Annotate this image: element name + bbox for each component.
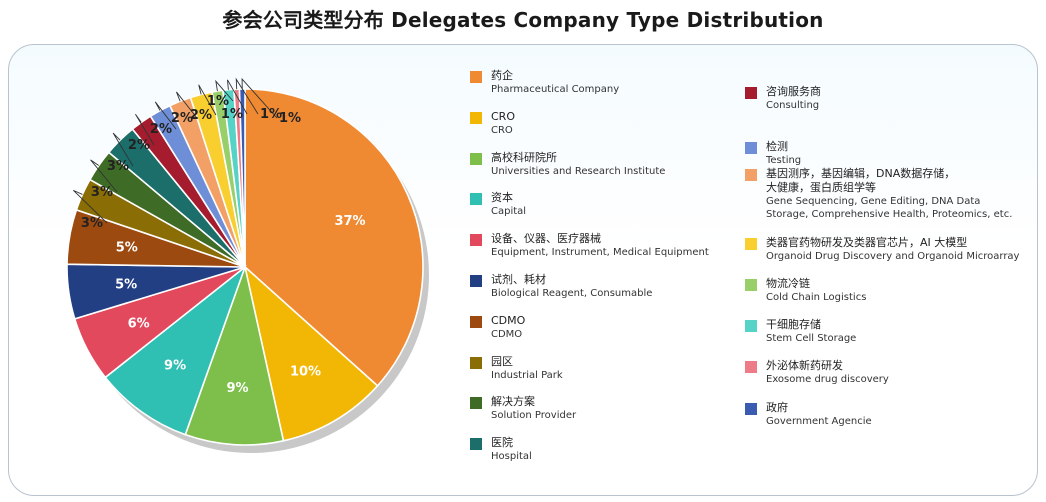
legend-label-zh: 物流冷链 (766, 277, 810, 290)
legend-swatch (745, 279, 757, 291)
legend-label-zh: 外泌体新药研发 (766, 359, 843, 372)
pie-leader-line (73, 189, 108, 224)
legend-swatch (470, 111, 482, 124)
pie-slice-label: 2% (128, 138, 150, 153)
legend-label-zh: 政府 (766, 401, 788, 414)
legend-label-zh: 基因测序，基因编辑，DNA数据存储， 大健康，蛋白质组学等 (766, 167, 956, 194)
legend-label-en: CDMO (491, 328, 523, 340)
pie-slice-label: 2% (150, 122, 172, 137)
legend-label-en: Capital (491, 206, 527, 218)
legend-label-en: Consulting (766, 100, 820, 111)
legend-label-en: Cold Chain Logistics (766, 292, 867, 303)
legend-swatch (470, 315, 482, 328)
legend-label-en: Pharmaceutical Company (491, 84, 620, 95)
pie-leader-line (235, 77, 259, 115)
pie-slice-label: 2% (190, 108, 212, 123)
pie-leader-line (215, 79, 234, 102)
pie-leader-line (112, 132, 134, 167)
legend-swatch (470, 193, 482, 206)
legend-label-zh: 药企 (491, 69, 513, 82)
pie-slice-label: 3% (91, 185, 113, 200)
pie-slice-label: 9% (164, 359, 186, 374)
pie-chart: 37%10%9%9%6%5%5%3%3%3%2%2%2%2%1%1% 1%1% (66, 77, 429, 453)
chart-panel: 37% 10% 9% 9% 6% 5% 5% 3% 3% 3% 2% 2% 2% 2% 1% 1% 1% 1% 药… (8, 44, 1038, 496)
legend-label-en: Solution Provider (491, 410, 577, 422)
pie-leader-line (176, 91, 198, 119)
pie-slice (184, 264, 285, 446)
legend-label-en: Universities and Research Institute (491, 165, 666, 177)
legend-label-zh: 咨询服务商 (766, 85, 821, 98)
pie-slice-label: 10% (290, 365, 321, 380)
legend-label-zh: 类器官药物研发及类器官芯片，AI 大模型 (766, 236, 968, 249)
legend-label-zh: 资本 (491, 191, 513, 205)
pie-slice-label: 1% (260, 107, 282, 122)
legend-label-en: Gene Sequencing, Gene Editing, DNA Data S… (766, 196, 1013, 220)
legend-swatch (745, 361, 757, 373)
legend-label-zh: 检测 (766, 140, 788, 153)
legend-label-en: Hospital (491, 451, 532, 463)
pie-leader-line (241, 77, 278, 119)
legend-swatch (470, 438, 482, 451)
chart-title: 参会公司类型分布 Delegates Company Type Distribu… (222, 8, 824, 32)
legend-label-en: Stem Cell Storage (766, 333, 857, 344)
legend-label-en: CRO (491, 124, 513, 136)
pie-slice-label: 3% (107, 159, 129, 174)
legend-swatch (745, 169, 757, 181)
pie-slice-label: 3% (81, 216, 103, 231)
legend-label-zh: CDMO (491, 313, 526, 327)
legend-swatch (470, 356, 482, 369)
legend-label-en: Government Agencie (766, 416, 872, 427)
legend-swatch (745, 142, 757, 154)
legend-label-zh: 解决方案 (491, 395, 535, 409)
legend-swatch (745, 320, 757, 332)
pie-leader-line (198, 84, 217, 116)
pie-slice (244, 88, 424, 387)
pie-slice-label: 1% (279, 111, 301, 126)
pie-slice-label: 5% (116, 241, 138, 256)
legend-swatch (470, 397, 482, 410)
legend-swatch (470, 234, 482, 247)
legend-label-en: Biological Reagent, Consumable (491, 288, 653, 299)
legend-label-zh: 干细胞存储 (766, 318, 821, 331)
legend-label-zh: 设备、仪器、医疗器械 (491, 232, 601, 246)
pie-leader-line (227, 79, 248, 115)
pie-slice (243, 264, 379, 442)
pie-leader-line (90, 159, 118, 193)
pie-slice-label: 1% (221, 107, 243, 122)
legend-label-zh: 医院 (491, 436, 513, 450)
pie-leader-line (135, 113, 155, 146)
legend-label-en: Exosome drug discovery (766, 374, 889, 385)
legend-swatch (745, 87, 757, 99)
legend-swatch (470, 275, 482, 287)
legend-label-zh: 园区 (491, 354, 513, 368)
pie-slice-label: 5% (115, 278, 137, 293)
pie-slice-label: 1% (207, 94, 229, 109)
pie-leader-line (154, 101, 177, 130)
legend-label-en: Organoid Drug Discovery and Organoid Mic… (766, 251, 1020, 262)
pie-slice-label: 37% (334, 214, 365, 229)
pie-slice-label: 9% (227, 381, 249, 396)
pie-slice (104, 264, 247, 436)
legend-label-en: Testing (766, 155, 802, 166)
pie-slice-label: 2% (171, 111, 193, 126)
legend-swatch (470, 71, 482, 83)
legend-label-zh: 高校科研院所 (491, 150, 557, 164)
legend-swatch (470, 152, 482, 165)
legend-label-en: Equipment, Instrument, Medical Equipment (491, 247, 709, 259)
pie-slice-label: 6% (128, 317, 150, 332)
legend-swatch (745, 403, 757, 415)
legend-label-en: Industrial Park (491, 369, 563, 381)
legend-label-zh: 试剂、耗材 (491, 273, 546, 286)
legend-label-zh: CRO (491, 109, 515, 123)
legend-swatch (745, 238, 757, 250)
